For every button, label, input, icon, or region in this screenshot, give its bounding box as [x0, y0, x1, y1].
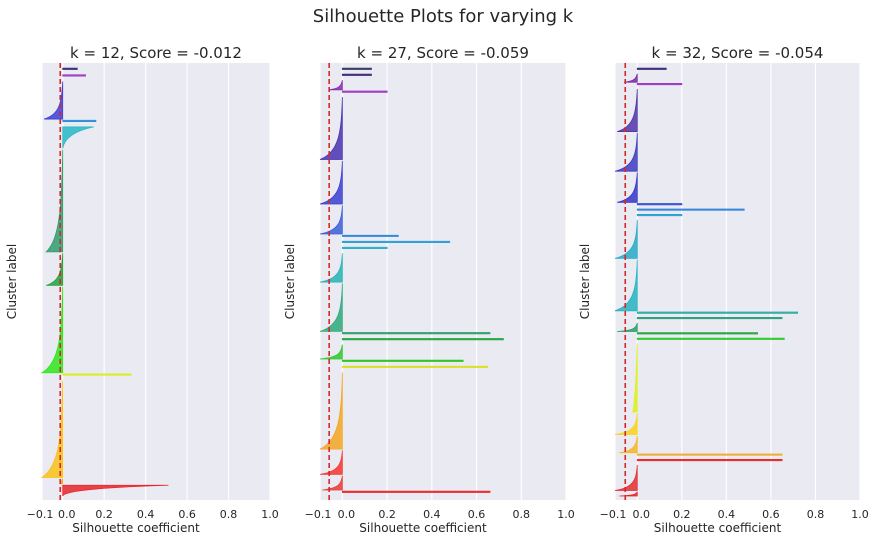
- plot-area: [320, 63, 566, 500]
- plot-area: [42, 63, 270, 500]
- cluster-2-silhouette: [319, 450, 343, 475]
- subplot-title: k = 12, Score = -0.012: [70, 44, 242, 62]
- cluster-0-silhouette: [62, 484, 169, 497]
- x-tick-label: −0.1: [27, 508, 54, 521]
- cluster-3-silhouette: [319, 372, 343, 450]
- cluster-1-silhouette: [60, 478, 64, 485]
- cluster-7-silhouette: [636, 337, 785, 340]
- cluster-15-silhouette: [319, 160, 343, 205]
- x-tick-label: 1.0: [557, 508, 575, 521]
- cluster-17-silhouette: [341, 90, 388, 93]
- cluster-1-silhouette: [322, 475, 343, 491]
- subplot-k12: k = 12, Score = -0.012 −0.1 0.0 0.2 0.4 0.6 0.…: [5, 44, 279, 535]
- cluster-4-silhouette: [40, 286, 64, 374]
- y-axis-label: Cluster label: [5, 244, 19, 319]
- x-tick-label: −0.1: [600, 508, 627, 521]
- x-tick-label: 0.2: [95, 508, 113, 521]
- cluster-8-silhouette: [341, 332, 491, 335]
- cluster-6-silhouette: [319, 344, 343, 360]
- cluster-11-silhouette: [636, 311, 799, 314]
- cluster-4-silhouette: [619, 435, 638, 454]
- cluster-11-silhouette: [62, 67, 78, 70]
- cluster-8-silhouette: [636, 332, 758, 335]
- cluster-7-silhouette: [341, 338, 504, 341]
- silhouette-clusters: [614, 67, 799, 497]
- cluster-21-silhouette: [623, 73, 638, 83]
- x-tick-label: 0.0: [633, 508, 651, 521]
- x-tick-label: 0.6: [178, 508, 196, 521]
- cluster-20-silhouette: [341, 67, 372, 70]
- cluster-2-silhouette: [636, 459, 783, 462]
- silhouette-clusters: [40, 67, 169, 497]
- plot-area: [615, 63, 860, 500]
- x-tick-label: 0.2: [378, 508, 396, 521]
- cluster-0-silhouette: [341, 490, 491, 493]
- x-tick-label: 0.8: [220, 508, 238, 521]
- cluster-10-silhouette: [636, 317, 783, 320]
- cluster-13-silhouette: [614, 219, 638, 259]
- cluster-5-silhouette: [341, 359, 464, 362]
- x-tick-label: 0.4: [718, 508, 736, 521]
- cluster-14-silhouette: [319, 205, 343, 235]
- x-tick-label: 0.6: [762, 508, 780, 521]
- cluster-7-silhouette: [62, 126, 94, 149]
- cluster-2-silhouette: [40, 380, 64, 478]
- x-tick-label: 1.0: [261, 508, 279, 521]
- cluster-16-silhouette: [319, 97, 343, 160]
- cluster-15-silhouette: [636, 208, 745, 211]
- cluster-13-silhouette: [341, 234, 399, 237]
- cluster-11-silhouette: [341, 246, 388, 249]
- cluster-12-silhouette: [341, 240, 451, 243]
- x-axis-label: Silhouette coefficient: [72, 521, 200, 535]
- y-axis-label: Cluster label: [578, 244, 592, 319]
- cluster-10-silhouette: [319, 253, 343, 283]
- cluster-22-silhouette: [636, 67, 667, 70]
- x-tick-label: 0.8: [513, 508, 531, 521]
- cluster-19-silhouette: [617, 88, 638, 132]
- cluster-10-silhouette: [62, 74, 86, 77]
- x-tick-label: 1.0: [851, 508, 869, 521]
- subplot-title: k = 27, Score = -0.059: [357, 44, 529, 62]
- x-tick-label: 0.4: [137, 508, 155, 521]
- cluster-12-silhouette: [614, 259, 638, 312]
- figure-title: Silhouette Plots for varying k: [313, 6, 574, 27]
- cluster-18-silhouette: [614, 132, 638, 172]
- x-tick-label: 0.0: [58, 508, 76, 521]
- x-axis-label: Silhouette coefficient: [359, 521, 487, 535]
- cluster-9-silhouette: [617, 322, 638, 332]
- cluster-19-silhouette: [341, 73, 372, 76]
- x-tick-label: 0.2: [673, 508, 691, 521]
- cluster-6-silhouette: [45, 149, 64, 253]
- x-axis-label: Silhouette coefficient: [654, 521, 782, 535]
- cluster-0-silhouette: [619, 491, 638, 497]
- subplot-title: k = 32, Score = -0.054: [652, 44, 824, 62]
- x-tick-label: 0.8: [807, 508, 825, 521]
- x-tick-label: 0.0: [338, 508, 356, 521]
- cluster-9-silhouette: [43, 81, 64, 120]
- cluster-3-silhouette: [636, 453, 783, 456]
- cluster-4-silhouette: [341, 365, 489, 368]
- cluster-5-silhouette: [46, 253, 64, 286]
- cluster-3-silhouette: [62, 373, 132, 376]
- cluster-5-silhouette: [614, 413, 638, 435]
- x-tick-label: 0.6: [468, 508, 486, 521]
- subplot-k27: k = 27, Score = -0.059 −0.1 0.0 0.2 0.4 0.6 0.…: [283, 44, 575, 535]
- cluster-9-silhouette: [319, 283, 343, 332]
- cluster-20-silhouette: [636, 83, 683, 86]
- subplot-k32: k = 32, Score = -0.054 −0.1 0.0 0.2 0.4 0.6 0.…: [578, 44, 869, 535]
- y-axis-label: Cluster label: [283, 244, 297, 319]
- cluster-16-silhouette: [636, 203, 683, 206]
- cluster-14-silhouette: [636, 214, 683, 217]
- cluster-17-silhouette: [617, 172, 638, 203]
- silhouette-clusters: [319, 67, 504, 493]
- cluster-8-silhouette: [62, 119, 97, 122]
- cluster-6-silhouette: [632, 343, 638, 413]
- x-tick-label: 0.4: [423, 508, 441, 521]
- cluster-1-silhouette: [614, 464, 638, 491]
- x-tick-label: −0.1: [305, 508, 332, 521]
